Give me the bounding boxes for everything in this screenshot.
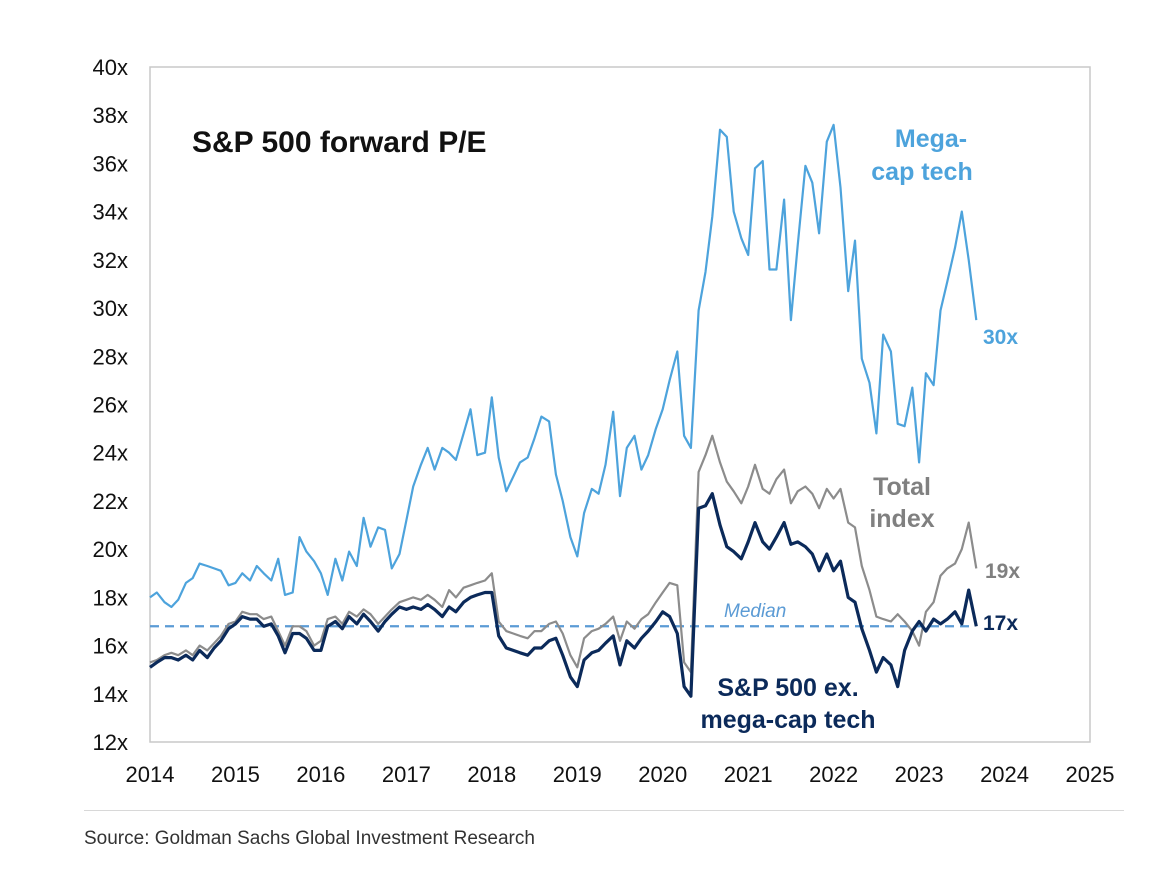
- mega-cap-label-line1: Mega-: [895, 125, 967, 153]
- total-index-label-line1: Total: [873, 473, 931, 501]
- chart-title: S&P 500 forward P/E: [192, 126, 487, 159]
- x-tick-label: 2023: [895, 762, 944, 787]
- y-tick-label: 16x: [93, 634, 128, 659]
- mega-cap-end-label: 30x: [983, 326, 1018, 349]
- y-tick-label: 34x: [93, 200, 128, 225]
- pe-line-chart: 40x 38x 36x 34x 32x 30x 28x 26x 24x 22x 20x 18x 16x 1…: [93, 55, 1115, 787]
- y-tick-label: 32x: [93, 248, 128, 273]
- ex-mega-cap-end-label: 17x: [983, 612, 1018, 635]
- x-tick-label: 2017: [382, 762, 431, 787]
- median-label: Median: [724, 601, 786, 622]
- y-tick-label: 20x: [93, 537, 128, 562]
- y-tick-label: 22x: [93, 489, 128, 514]
- y-tick-label: 18x: [93, 585, 128, 610]
- mega-cap-tech-line: [149, 123, 978, 609]
- x-tick-label: 2019: [553, 762, 602, 787]
- y-tick-label: 36x: [93, 151, 128, 176]
- footer-divider: [84, 810, 1124, 811]
- mega-cap-label-line2: cap tech: [871, 158, 972, 186]
- total-index-line: [149, 434, 978, 674]
- ex-mega-cap-label-line1: S&P 500 ex.: [717, 674, 858, 702]
- source-note: Source: Goldman Sachs Global Investment …: [84, 828, 535, 849]
- x-tick-label: 2014: [126, 762, 175, 787]
- y-tick-label: 38x: [93, 103, 128, 128]
- x-tick-label: 2018: [467, 762, 516, 787]
- plot-frame: [149, 66, 1091, 743]
- series-layer: [149, 123, 978, 698]
- y-tick-label: 24x: [93, 441, 128, 466]
- y-tick-label: 28x: [93, 344, 128, 369]
- ex-mega-cap-label-line2: mega-cap tech: [700, 706, 875, 734]
- y-tick-label: 12x: [93, 730, 128, 755]
- y-tick-label: 14x: [93, 682, 128, 707]
- x-tick-label: 2025: [1066, 762, 1115, 787]
- y-tick-label: 30x: [93, 296, 128, 321]
- x-tick-label: 2016: [296, 762, 345, 787]
- x-tick-label: 2024: [980, 762, 1029, 787]
- x-tick-label: 2015: [211, 762, 260, 787]
- y-tick-label: 40x: [93, 55, 128, 80]
- x-tick-label: 2021: [724, 762, 773, 787]
- total-index-label-line2: index: [869, 505, 934, 533]
- y-axis: 40x 38x 36x 34x 32x 30x 28x 26x 24x 22x 20x 18x 16x 1…: [93, 55, 128, 755]
- x-tick-label: 2022: [809, 762, 858, 787]
- x-axis: 2014 2015 2016 2017 2018 2019 2020 2021 2022 2023…: [126, 762, 1115, 787]
- ex-mega-cap-tech-line: [149, 492, 978, 698]
- y-tick-label: 26x: [93, 393, 128, 418]
- x-tick-label: 2020: [638, 762, 687, 787]
- total-index-end-label: 19x: [985, 560, 1020, 583]
